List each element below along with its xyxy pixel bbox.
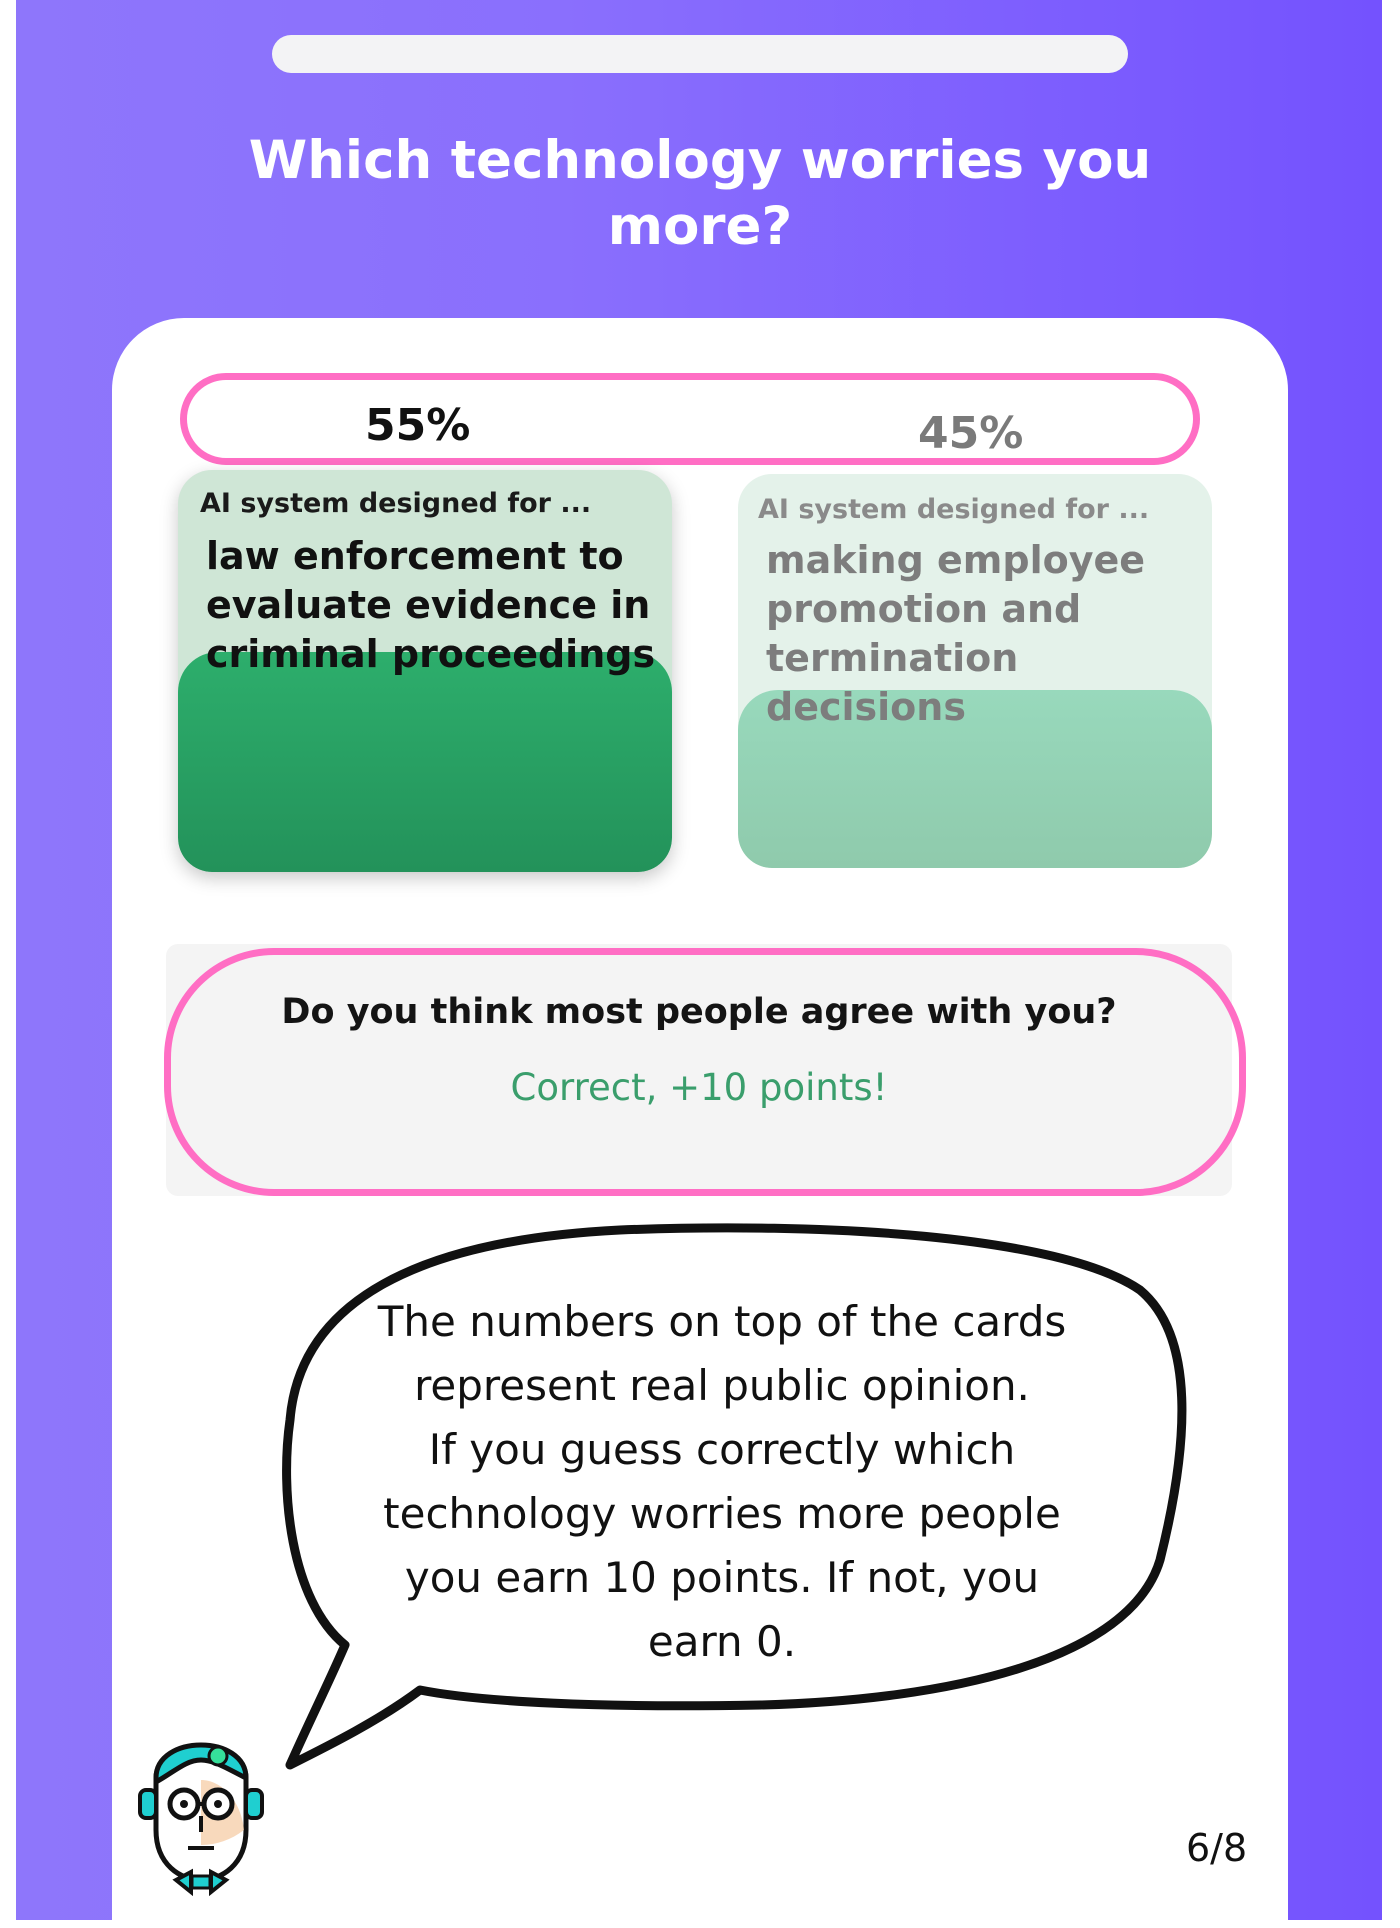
option-card-2-fill: [738, 690, 1212, 868]
option-card-2[interactable]: AI system designed for ... making employ…: [738, 474, 1212, 868]
speech-line: If you guess correctly which: [428, 1425, 1016, 1474]
agree-result: Correct, +10 points!: [510, 1066, 888, 1109]
option-card-1-label: AI system designed for ...: [200, 488, 592, 519]
speech-line: represent real public opinion.: [414, 1361, 1030, 1410]
progress-bar: [272, 35, 1128, 73]
robot-avatar-icon: [138, 1742, 264, 1896]
speech-line: The numbers on top of the cards: [377, 1297, 1067, 1346]
speech-bubble-text: The numbers on top of the cards represen…: [322, 1290, 1122, 1674]
option-1-percent: 55%: [365, 400, 471, 451]
speech-line: technology worries more people: [383, 1489, 1061, 1538]
agree-panel: [166, 944, 1232, 1196]
option-card-2-label: AI system designed for ...: [758, 494, 1150, 525]
option-card-1-fill: [178, 652, 672, 872]
agree-question: Do you think most people agree with you?: [281, 992, 1117, 1032]
page-indicator: 6/8: [1186, 1826, 1248, 1870]
option-2-percent: 45%: [918, 408, 1024, 459]
percent-highlight-ring: [180, 373, 1200, 465]
speech-line: you earn 10 points. If not, you: [404, 1553, 1040, 1602]
option-card-1[interactable]: AI system designed for ... law enforceme…: [178, 470, 672, 872]
speech-line: earn 0.: [647, 1617, 797, 1666]
agree-highlight-ring: [164, 948, 1246, 1196]
option-card-2-description: making employee promotion and terminatio…: [766, 538, 1146, 729]
option-card-1-description: law enforcement to evaluate evidence in …: [206, 534, 656, 676]
page-title: Which technology worries you more?: [248, 130, 1152, 257]
